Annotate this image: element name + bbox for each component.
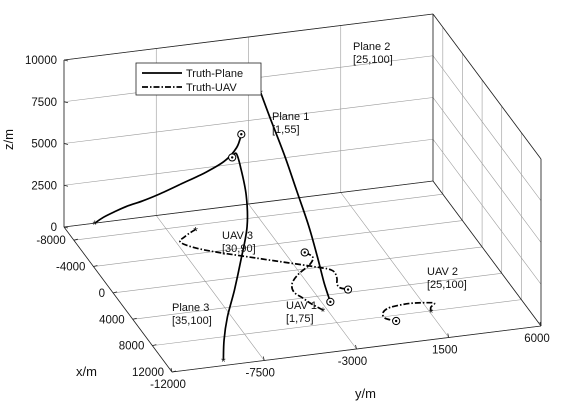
- y-tick-label: -3000: [338, 356, 367, 368]
- plane-1-end-marker-dot: [240, 133, 243, 136]
- plane-3-label: Plane 3: [172, 302, 209, 314]
- legend-label-plane: Truth-Plane: [186, 68, 243, 80]
- uav-2-start-marker: *: [429, 308, 434, 320]
- x-tick-mark: [171, 370, 177, 373]
- x-tick-label: -4000: [56, 262, 85, 274]
- uav-2-label: UAV 2: [427, 266, 458, 278]
- plane-3-start-marker: *: [221, 357, 226, 369]
- uav-1-trajectory: [290, 251, 324, 311]
- z-tick-mark: [63, 59, 69, 62]
- grid-line: [340, 192, 449, 338]
- z-tick-label: 0: [51, 222, 57, 234]
- grid-line: [432, 97, 542, 243]
- y-tick-mark: [355, 344, 357, 350]
- x-tick-mark: [93, 265, 98, 267]
- grid-line: [156, 215, 265, 361]
- z-tick-mark: [63, 143, 69, 145]
- z-tick-label: 5000: [31, 139, 57, 151]
- legend: Truth-Plane Truth-UAV: [135, 62, 262, 96]
- uav-1-end-marker-dot: [303, 251, 306, 254]
- y-tick-mark: [447, 333, 450, 338]
- axis-edge: [63, 180, 434, 228]
- uav-3-label: [30,90]: [222, 243, 256, 255]
- plane-3-trajectory: [222, 152, 249, 360]
- uav-3-end-marker-dot: [346, 288, 350, 291]
- z-axis-label: z/m: [1, 129, 16, 150]
- legend-box: [135, 62, 262, 96]
- z-tick-label: 7500: [31, 97, 57, 109]
- x-tick-label: 8000: [119, 341, 145, 353]
- uav-3-start-marker: *: [193, 226, 198, 238]
- uav-3-trajectory: [179, 228, 349, 291]
- y-tick-mark: [170, 367, 173, 373]
- grid-line: [63, 97, 434, 144]
- legend-label-uav: Truth-UAV: [186, 82, 237, 94]
- z-tick-mark: [63, 101, 69, 104]
- plane-1-start-marker: *: [93, 220, 98, 232]
- grid-line: [432, 139, 542, 285]
- plane-1-label: [1,55]: [272, 124, 300, 136]
- x-tick-mark: [112, 291, 118, 294]
- x-tick-label: 12000: [132, 367, 164, 379]
- uav-2-label: [25,100]: [427, 279, 467, 291]
- axis-edge: [432, 13, 542, 160]
- y-tick-label: -7500: [246, 368, 275, 380]
- x-tick-mark: [152, 344, 157, 347]
- axis-edge: [63, 226, 173, 373]
- uav-2-trajectory: [381, 301, 436, 322]
- plane-3-label: [35,100]: [172, 315, 212, 327]
- plane-3-end-marker-dot: [230, 156, 234, 159]
- grid-line: [248, 203, 357, 350]
- tick-layer: -8000 -4000 0 4000 8000 12000-12000 -7500 -3000…: [25, 55, 550, 391]
- plane-2-label: Plane 2: [353, 41, 390, 53]
- grid-line: [63, 138, 434, 186]
- y-axis-label: y/m: [355, 386, 376, 401]
- y-tick-label: 1500: [432, 345, 458, 357]
- plane-1-label: Plane 1: [272, 111, 309, 123]
- axis-edge: [432, 180, 542, 327]
- y-tick-label: -12000: [150, 379, 186, 391]
- uav-1-label: UAV 1: [286, 300, 317, 312]
- z-tick-label: 2500: [31, 180, 57, 192]
- plane-2-label: [25,100]: [353, 54, 393, 66]
- x-tick-label: -8000: [36, 235, 65, 247]
- x-tick-label: 0: [99, 288, 105, 300]
- plane-2-trajectory: [259, 91, 332, 303]
- uav-1-label: [1,75]: [286, 313, 314, 325]
- z-tick-label: 10000: [25, 55, 57, 67]
- annotation-layer: Plane 1[1,55]Plane 2[25,100]Plane 3[35,1…: [172, 41, 467, 327]
- uav-3-label: UAV 3: [222, 230, 253, 242]
- series-layer: ******: [93, 89, 436, 369]
- x-tick-mark: [73, 238, 78, 241]
- y-tick-label: 6000: [524, 333, 550, 345]
- plane-2-end-marker-dot: [329, 300, 332, 304]
- y-tick-mark: [539, 321, 542, 327]
- x-axis-label: x/m: [76, 364, 97, 379]
- uav-1-start-marker: *: [321, 307, 326, 319]
- x-tick-label: 4000: [99, 314, 125, 326]
- axis-edge: [63, 13, 434, 61]
- grid-line: [432, 55, 542, 201]
- z-tick-mark: [63, 226, 69, 229]
- uav-2-end-marker-dot: [394, 319, 398, 323]
- x-tick-mark: [132, 317, 137, 320]
- axes-box: [63, 13, 542, 373]
- z-tick-mark: [63, 184, 69, 187]
- y-tick-mark: [262, 356, 265, 361]
